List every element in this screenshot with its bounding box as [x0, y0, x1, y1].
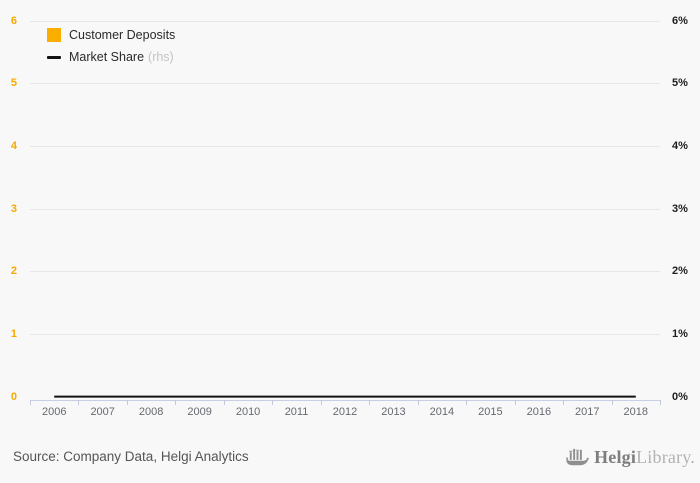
- x-axis-year-label: 2006: [41, 406, 67, 418]
- gridline: [30, 271, 660, 273]
- x-axis-tick: [611, 400, 613, 405]
- logo-text-library: Library.: [636, 446, 695, 467]
- x-axis-tick: [660, 400, 661, 405]
- deposits-swatch-icon: [47, 28, 61, 42]
- ship-icon: [566, 448, 589, 466]
- x-axis-tick: [78, 400, 80, 405]
- legend-rhs-note: (rhs): [148, 50, 174, 64]
- right-axis-label: 0%: [672, 390, 688, 403]
- legend-item-market-share: Market Share (rhs): [47, 49, 175, 65]
- gridline: [30, 208, 660, 210]
- x-axis-year-label: 2018: [623, 406, 648, 418]
- x-axis-year-label: 2014: [429, 406, 455, 418]
- right-axis-label: 1%: [672, 327, 688, 340]
- source-note: Source: Company Data, Helgi Analytics: [13, 449, 249, 464]
- x-axis-year-label: 2007: [90, 406, 115, 418]
- x-axis-tick: [223, 400, 225, 405]
- x-axis-tick: [30, 400, 31, 405]
- left-axis-label: 0: [10, 390, 17, 403]
- x-axis-year-label: 2011: [284, 406, 309, 418]
- left-axis-label: 1: [10, 327, 17, 340]
- legend: Customer Deposits Market Share (rhs): [47, 27, 175, 71]
- x-axis-year-label: 2012: [332, 406, 358, 418]
- left-axis-label: 2: [10, 265, 17, 278]
- right-axis-label: 3%: [672, 202, 688, 215]
- left-axis-label: 4: [10, 140, 17, 153]
- x-axis-tick: [175, 400, 177, 405]
- x-axis-tick: [514, 400, 516, 405]
- x-axis-tick: [272, 400, 274, 405]
- x-axis-tick: [126, 400, 128, 405]
- x-axis-tick: [563, 400, 565, 405]
- x-axis-year-label: 2016: [526, 406, 552, 418]
- right-axis-label: 4%: [672, 140, 688, 153]
- x-axis-tick: [369, 400, 371, 405]
- right-axis-label: 6%: [672, 14, 688, 27]
- right-axis-label: 2%: [672, 265, 688, 278]
- x-axis-tick: [466, 400, 468, 405]
- gridline: [30, 333, 660, 335]
- left-axis-label: 6: [10, 14, 17, 27]
- legend-label: Market Share: [69, 50, 145, 64]
- gridline: [30, 20, 660, 22]
- x-axis-tick: [417, 400, 419, 405]
- x-axis-year-label: 2010: [235, 406, 261, 418]
- gridline: [30, 146, 660, 148]
- legend-label: Customer Deposits: [69, 28, 176, 42]
- legend-item-customer-deposits: Customer Deposits: [47, 27, 175, 43]
- line-swatch-icon: [47, 55, 61, 59]
- right-axis-label: 5%: [672, 77, 688, 90]
- x-axis-line: [30, 400, 661, 401]
- gridline: [30, 83, 660, 85]
- left-axis-label: 5: [10, 77, 17, 90]
- x-axis-tick: [320, 400, 322, 405]
- x-axis-year-label: 2009: [187, 406, 212, 418]
- x-axis-year-label: 2013: [381, 406, 406, 418]
- logo-text-helgi: Helgi: [594, 446, 637, 467]
- left-axis-label: 3: [10, 202, 17, 215]
- x-axis-year-label: 2008: [138, 406, 164, 418]
- logo-text: HelgiLibrary.: [594, 447, 695, 468]
- x-axis-year-label: 2017: [575, 406, 600, 418]
- x-axis-year-label: 2015: [478, 406, 503, 418]
- helgi-library-logo: HelgiLibrary.: [565, 446, 695, 468]
